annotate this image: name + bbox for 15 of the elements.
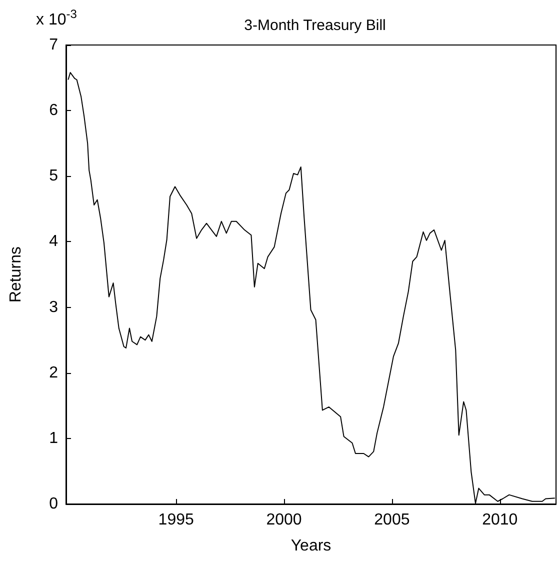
chart-title: 3-Month Treasury Bill [244, 17, 386, 34]
x-tick-label: 1995 [158, 512, 194, 528]
y-tick-label: 3 [49, 298, 58, 316]
x-axis-title: Years [290, 538, 332, 554]
y-axis-title: Returns [8, 246, 24, 303]
y-tick-label: 1 [49, 430, 58, 447]
y-tick-label: 4 [49, 233, 58, 250]
x-tick-label: 2000 [266, 512, 302, 528]
y-tick-label: 7 [49, 36, 58, 54]
y-tick-label: 5 [49, 168, 58, 185]
y-tick-label: 6 [49, 102, 58, 120]
x-tick-label: 2010 [482, 512, 518, 528]
x-tick-label: 2005 [374, 512, 410, 528]
y-tick-label: 2 [49, 364, 58, 382]
y-tick-label: 0 [49, 496, 58, 512]
